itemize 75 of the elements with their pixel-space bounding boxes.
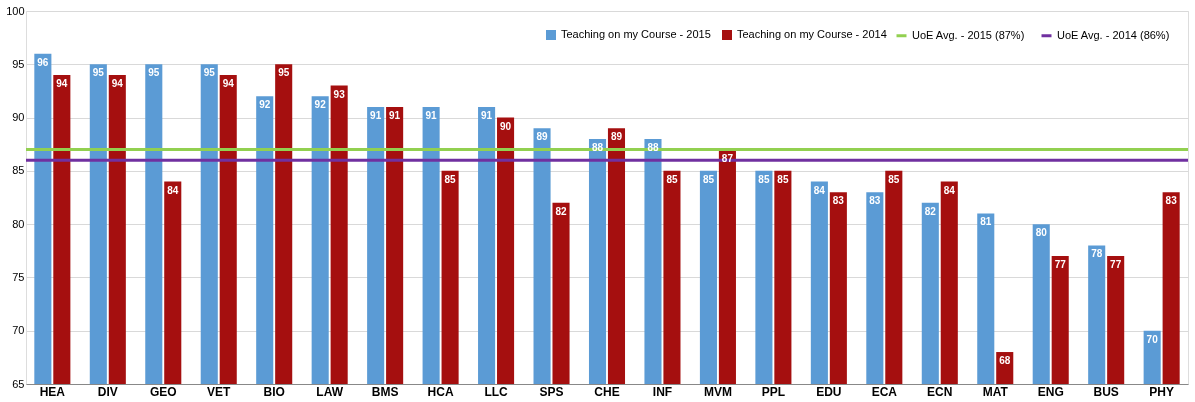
x-tick-label: LAW bbox=[316, 384, 344, 399]
data-label: 92 bbox=[259, 99, 271, 111]
data-label: 83 bbox=[869, 195, 881, 207]
x-tick-label: ECN bbox=[927, 384, 953, 399]
data-label: 95 bbox=[148, 67, 160, 79]
data-label: 88 bbox=[647, 141, 659, 153]
data-label: 82 bbox=[924, 205, 937, 217]
data-label: 84 bbox=[813, 184, 826, 196]
legend-label: Teaching on my Course - 2015 bbox=[561, 28, 711, 40]
x-tick-label: HEA bbox=[39, 384, 66, 399]
data-label: 85 bbox=[702, 173, 715, 185]
x-tick-label: CHE bbox=[594, 384, 620, 399]
data-label: 88 bbox=[591, 141, 604, 153]
data-label: 77 bbox=[1054, 259, 1067, 271]
data-label: 85 bbox=[758, 173, 770, 185]
data-label: 94 bbox=[222, 77, 235, 89]
x-tick-label: VET bbox=[207, 384, 232, 399]
data-label: 68 bbox=[999, 355, 1011, 367]
x-tick-label: PHY bbox=[1149, 384, 1174, 399]
data-label: 80 bbox=[1035, 227, 1048, 239]
data-label: 90 bbox=[499, 120, 512, 132]
data-label: 91 bbox=[481, 109, 493, 121]
data-label: 93 bbox=[333, 88, 346, 100]
data-label: 94 bbox=[111, 77, 124, 89]
data-label: 94 bbox=[56, 77, 68, 89]
data-label: 70 bbox=[1146, 333, 1159, 345]
x-tick-label: EDU bbox=[816, 384, 842, 399]
y-tick-label: 65 bbox=[12, 377, 25, 390]
data-label: 83 bbox=[1165, 195, 1178, 207]
data-label: 91 bbox=[389, 109, 401, 121]
data-label: 87 bbox=[721, 152, 734, 164]
y-tick-label: 90 bbox=[12, 111, 25, 124]
x-tick-label: ENG bbox=[1037, 384, 1064, 399]
x-tick-label: LLC bbox=[484, 384, 509, 399]
x-tick-label: DIV bbox=[97, 384, 118, 399]
data-label: 85 bbox=[888, 173, 900, 185]
x-tick-label: ECA bbox=[871, 384, 898, 399]
y-tick-label: 75 bbox=[12, 270, 25, 283]
x-tick-label: INF bbox=[652, 384, 673, 399]
x-tick-label: BUS bbox=[1093, 384, 1119, 399]
y-tick-label: 80 bbox=[12, 217, 25, 230]
legend-label: Teaching on my Course - 2014 bbox=[737, 28, 887, 40]
data-label: 83 bbox=[832, 195, 845, 207]
data-label: 95 bbox=[203, 67, 216, 79]
y-tick-label: 100 bbox=[6, 4, 25, 17]
data-label: 85 bbox=[444, 173, 457, 185]
x-tick-label: SPS bbox=[539, 384, 564, 399]
x-tick-label: HCA bbox=[427, 384, 454, 399]
data-label: 91 bbox=[370, 109, 382, 121]
legend-label: UoE Avg. - 2015 (87%) bbox=[912, 28, 1025, 41]
data-label: 81 bbox=[980, 216, 992, 228]
x-tick-label: MAT bbox=[982, 384, 1009, 399]
data-label: 96 bbox=[37, 56, 49, 68]
data-label: 89 bbox=[536, 131, 549, 143]
data-label: 85 bbox=[777, 173, 789, 185]
x-tick-label: GEO bbox=[149, 384, 177, 399]
legend-label: UoE Avg. - 2014 (86%) bbox=[1057, 28, 1170, 41]
data-label: 84 bbox=[167, 184, 179, 196]
y-tick-label: 95 bbox=[12, 57, 25, 70]
data-label: 78 bbox=[1091, 248, 1103, 260]
data-label: 91 bbox=[425, 109, 438, 121]
y-tick-label: 70 bbox=[12, 324, 25, 337]
data-label: 89 bbox=[610, 131, 623, 143]
data-label: 95 bbox=[278, 67, 290, 79]
data-label: 95 bbox=[92, 67, 105, 79]
data-label: 85 bbox=[666, 173, 678, 185]
data-label: 92 bbox=[314, 99, 327, 111]
y-tick-label: 85 bbox=[12, 164, 25, 177]
x-tick-label: PPL bbox=[761, 384, 786, 399]
data-label: 84 bbox=[943, 184, 956, 196]
x-tick-label: MVM bbox=[703, 384, 732, 399]
x-tick-label: BMS bbox=[371, 384, 399, 399]
x-tick-label: BIO bbox=[263, 384, 285, 399]
data-label: 82 bbox=[555, 205, 568, 217]
data-label: 77 bbox=[1110, 259, 1122, 271]
